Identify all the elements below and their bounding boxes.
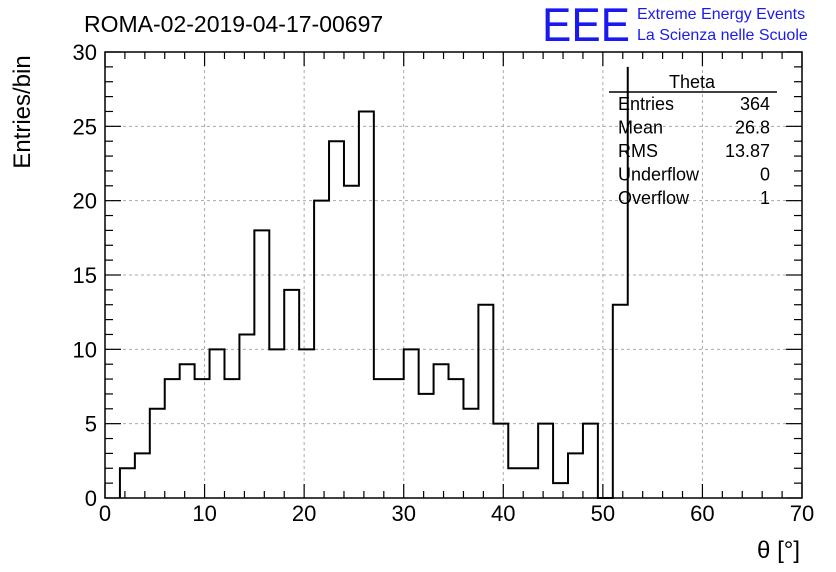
y-tick-label: 25	[73, 114, 97, 139]
y-tick-label: 30	[73, 40, 97, 65]
histogram-bin	[568, 453, 583, 498]
eee-logo: EEE	[542, 0, 630, 51]
histogram-bin	[463, 409, 478, 498]
y-tick-label: 5	[85, 412, 97, 437]
histogram-bin	[508, 468, 523, 498]
stats-row-label: Mean	[618, 118, 663, 138]
histogram-bin	[165, 379, 180, 498]
x-tick-label: 50	[591, 501, 615, 526]
histogram-bin	[434, 364, 449, 498]
histogram-bin	[493, 424, 508, 498]
histogram-bin	[135, 453, 150, 498]
x-tick-label: 30	[391, 501, 415, 526]
histogram-bin	[419, 394, 434, 498]
histogram-bin	[239, 334, 254, 498]
histogram-bin	[523, 468, 538, 498]
x-tick-label: 70	[790, 501, 814, 526]
y-tick-label: 10	[73, 337, 97, 362]
histogram-bin	[374, 379, 389, 498]
stats-box: Theta Entries 364 Mean 26.8 RMS 13.87 Underflo…	[609, 72, 777, 208]
y-tick-label: 15	[73, 263, 97, 288]
x-tick-label: 60	[690, 501, 714, 526]
stats-row-label: Entries	[618, 94, 674, 114]
histogram-bin	[478, 305, 493, 498]
histogram-bin	[553, 483, 568, 498]
histogram-bin	[180, 364, 195, 498]
stats-row-label: Overflow	[618, 188, 690, 208]
stats-row-label: RMS	[618, 141, 658, 161]
histogram-bin	[613, 305, 628, 498]
stats-row-value: 0	[760, 165, 770, 185]
plot-frame	[104, 51, 803, 499]
histogram-bin	[329, 141, 344, 498]
stats-title: Theta	[669, 72, 716, 92]
stats-row-value: 13.87	[725, 141, 770, 161]
y-tick-label: 0	[85, 486, 97, 511]
chart-title: ROMA-02-2019-04-17-00697	[84, 11, 383, 37]
histogram-bin	[210, 349, 225, 498]
x-tick-label: 20	[292, 501, 316, 526]
y-tick-label: 20	[73, 189, 97, 214]
histogram-bin	[359, 111, 374, 498]
histogram-bin	[224, 379, 239, 498]
histogram-bin	[254, 230, 269, 498]
logo-subtitle-2: La Scienza nelle Scuole	[637, 27, 808, 44]
histogram-bin	[389, 379, 404, 498]
histogram-bin	[344, 186, 359, 498]
histogram-bin	[120, 468, 135, 498]
x-tick-label: 0	[99, 501, 111, 526]
x-tick-label: 10	[192, 501, 216, 526]
histogram-bin	[195, 379, 210, 498]
stats-row-value: 364	[740, 94, 770, 114]
stats-row-value: 26.8	[735, 118, 770, 138]
grid	[105, 52, 802, 498]
y-axis-label: Entries/bin	[9, 55, 36, 168]
histogram-bin	[538, 424, 553, 498]
histogram-bin	[449, 379, 464, 498]
stats-rows: Entries 364 Mean 26.8 RMS 13.87 Underflow 0 Over…	[618, 94, 770, 208]
x-axis-label: θ [°]	[757, 537, 800, 564]
x-tick-label: 40	[491, 501, 515, 526]
histogram-bin	[284, 290, 299, 498]
stats-row-value: 1	[760, 188, 770, 208]
stats-row-label: Underflow	[618, 165, 700, 185]
histogram-bin	[583, 424, 598, 498]
histogram-bin	[150, 409, 165, 498]
logo-subtitle-1: Extreme Energy Events	[637, 6, 805, 23]
histogram-outline	[118, 66, 629, 499]
